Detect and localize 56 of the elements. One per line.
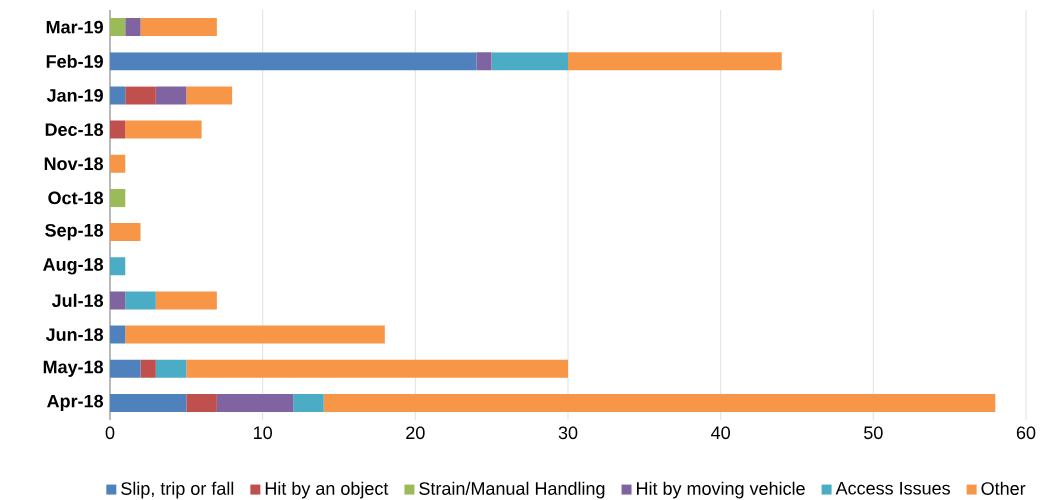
- bar: [216, 393, 294, 412]
- legend-label: Slip, trip or fall: [121, 481, 234, 499]
- y-tick-label: Jun-18: [45, 328, 104, 341]
- legend-label: Access Issues: [835, 482, 950, 495]
- y-tick-label: Sep-18: [45, 223, 104, 241]
- bar: [110, 120, 126, 139]
- bar: [125, 18, 141, 37]
- x-tick-label: 30: [558, 426, 578, 440]
- bar: [125, 325, 385, 344]
- bar: [491, 52, 568, 71]
- y-tick-label: Apr-18: [47, 394, 104, 412]
- bar: [110, 393, 187, 412]
- bar: [110, 359, 141, 378]
- x-tick-label: 50: [864, 426, 883, 440]
- y-tick-label: Aug-18: [43, 258, 104, 275]
- x-tick-label: 20: [406, 426, 425, 440]
- bar: [186, 393, 217, 412]
- y-tick-label: May-18: [43, 360, 104, 377]
- bar: [186, 359, 568, 378]
- y-tick-label: Feb-19: [46, 54, 103, 68]
- x-tick-label: 0: [105, 426, 115, 440]
- y-tick-label: Oct-18: [48, 191, 104, 205]
- y-tick-label: Jul-18: [51, 293, 104, 308]
- bar: [186, 86, 233, 105]
- x-tick-label: 10: [254, 426, 272, 440]
- bar: [155, 86, 187, 105]
- bar: [110, 325, 126, 344]
- bar: [155, 359, 187, 378]
- bar: [110, 291, 126, 310]
- bar: [125, 120, 202, 139]
- y-tick-label: Mar-19: [46, 20, 103, 34]
- y-tick-label: Dec-18: [45, 123, 104, 136]
- y-tick-label: Nov-18: [44, 157, 104, 171]
- legend-label: Other: [981, 481, 1026, 495]
- x-tick-label: 40: [711, 426, 730, 440]
- bar: [110, 188, 126, 207]
- bar: [110, 86, 126, 105]
- bar: [110, 18, 126, 37]
- bar: [140, 359, 156, 378]
- bar: [323, 393, 996, 412]
- bar: [476, 52, 492, 71]
- bar: [155, 291, 217, 310]
- legend-label: Strain/Manual Handling: [419, 481, 605, 499]
- bar: [125, 86, 156, 105]
- x-tick-label: 60: [1016, 426, 1036, 440]
- legend-label: Hit by an object: [265, 481, 389, 499]
- bar: [110, 154, 126, 173]
- bar: [110, 223, 141, 242]
- bar: [567, 52, 782, 71]
- bar: [125, 291, 156, 310]
- bar: [110, 52, 477, 71]
- bar: [110, 257, 126, 276]
- y-tick-label: Jan-19: [46, 89, 103, 102]
- legend-label: Hit by moving vehicle: [637, 481, 805, 499]
- bar: [293, 393, 324, 412]
- bar: [140, 18, 217, 37]
